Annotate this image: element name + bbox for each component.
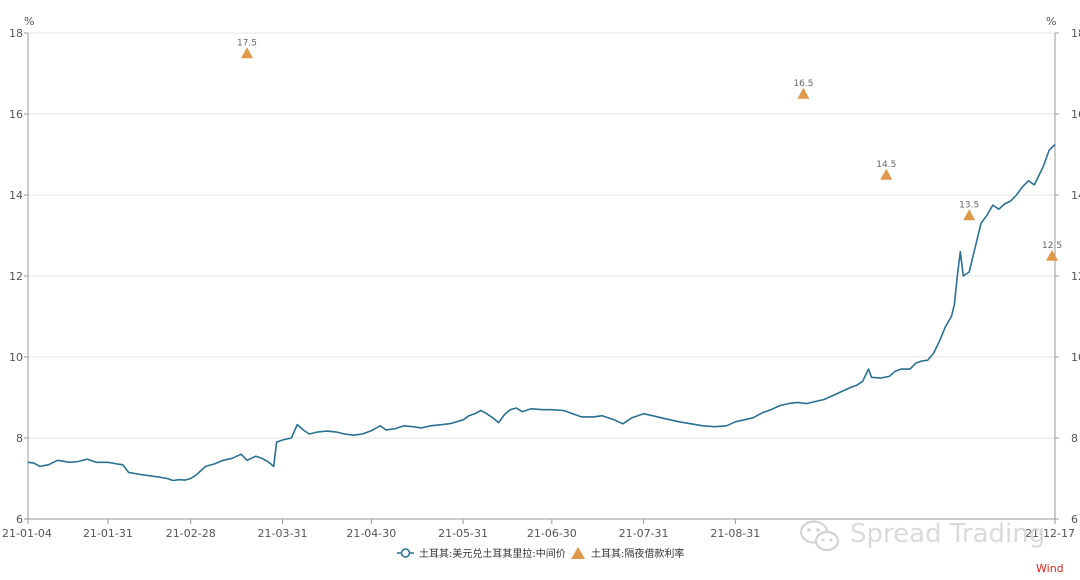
marker-data-label: 16.5 <box>793 79 813 89</box>
right-tick-label: 18 <box>1071 27 1080 40</box>
legend-line-marker <box>400 548 411 558</box>
x-tick-label: 21-01-31 <box>83 527 133 540</box>
left-tick-label: 10 <box>9 351 23 364</box>
triangle-marker <box>1046 249 1059 261</box>
marker-data-label: 14.5 <box>876 160 896 170</box>
left-tick-label: 12 <box>9 270 23 283</box>
marker-data-label: 13.5 <box>959 200 979 210</box>
x-tick-label: 21-01-04 <box>2 527 52 540</box>
watermark: Spread Trading <box>799 519 1045 552</box>
marker-data-label: 17.5 <box>237 38 257 48</box>
grid-lines <box>28 32 1055 520</box>
right-tick-label: 16 <box>1071 108 1080 121</box>
triangle-marker <box>797 87 810 99</box>
left-tick-label: 16 <box>9 108 23 121</box>
x-tick-label: 21-02-28 <box>166 527 216 540</box>
watermark-text: Spread Trading <box>850 519 1045 549</box>
legend-item-line[interactable]: 土耳其:美元兑土耳其里拉:中间价 <box>397 547 566 560</box>
x-axis-ticks: 21-01-04 21-01-31 21-02-28 21-03-31 21-04-30… <box>2 519 1075 540</box>
x-tick-label: 21-07-31 <box>619 527 669 540</box>
left-tick-label: 6 <box>16 513 23 526</box>
legend-triangle-icon <box>571 547 585 559</box>
triangle-marker <box>241 47 254 59</box>
left-tick-label: 14 <box>9 189 23 202</box>
left-axis-unit: % <box>24 15 34 28</box>
series-marker-group: 17.5 16.5 14.5 13.5 12.5 <box>237 38 1062 261</box>
triangle-marker <box>963 209 976 221</box>
marker-data-label: 12.5 <box>1042 241 1062 251</box>
right-tick-label: 12 <box>1071 270 1080 283</box>
x-tick-label: 21-12-17 <box>1025 527 1075 540</box>
left-tick-label: 18 <box>9 27 23 40</box>
source-label: Wind <box>1036 562 1064 575</box>
x-tick-label: 21-08-31 <box>710 527 760 540</box>
left-tick-label: 8 <box>16 432 23 445</box>
wechat-icon <box>799 520 840 552</box>
triangle-marker <box>880 168 893 180</box>
right-axis-unit: % <box>1046 15 1056 28</box>
right-tick-label: 14 <box>1071 189 1080 202</box>
x-tick-label: 21-03-31 <box>258 527 308 540</box>
x-tick-label: 21-05-31 <box>438 527 488 540</box>
right-tick-label: 6 <box>1071 513 1078 526</box>
right-tick-label: 10 <box>1071 351 1080 364</box>
series-line-group <box>27 143 1056 482</box>
legend-label-markers: 土耳其:隔夜借款利率 <box>591 547 684 560</box>
x-tick-label: 21-04-30 <box>346 527 396 540</box>
legend: 土耳其:美元兑土耳其里拉:中间价 土耳其:隔夜借款利率 <box>397 547 684 560</box>
series-line-usd-try <box>27 143 1056 482</box>
left-axis-ticks: 6 8 10 12 14 16 18 <box>9 27 28 526</box>
legend-label-line: 土耳其:美元兑土耳其里拉:中间价 <box>419 547 566 560</box>
right-axis-ticks: 6 8 10 12 14 16 18 <box>1055 27 1080 526</box>
x-tick-label: 21-06-30 <box>527 527 577 540</box>
right-tick-label: 8 <box>1071 432 1078 445</box>
axes: % % <box>24 15 1056 520</box>
legend-item-markers[interactable]: 土耳其:隔夜借款利率 <box>571 547 684 560</box>
